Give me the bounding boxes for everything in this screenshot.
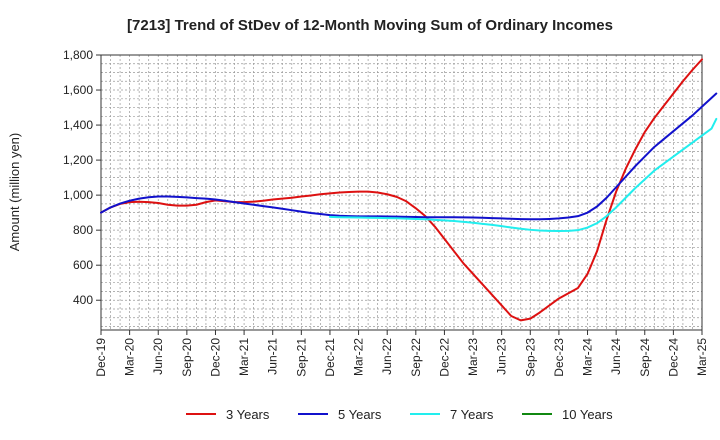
x-tick-label: Mar-20: [123, 338, 137, 376]
y-tick-label: 600: [73, 258, 93, 272]
x-tick-label: Mar-21: [237, 338, 251, 376]
x-tick-label: Dec-21: [323, 338, 337, 377]
legend-item-7-years: 7 Years: [410, 407, 494, 422]
x-tick-label: Jun-20: [151, 338, 165, 375]
x-tick-label: Sep-22: [409, 338, 423, 377]
grid-lines: [101, 54, 702, 330]
y-tick-label: 1,400: [63, 118, 93, 132]
legend-label: 10 Years: [562, 407, 613, 422]
x-tick-label: Sep-24: [638, 338, 652, 377]
x-tick-label: Jun-22: [380, 338, 394, 375]
legend-item-10-years: 10 Years: [522, 407, 613, 422]
y-tick-label: 400: [73, 293, 93, 307]
x-axis-ticks: Dec-19 Mar-20 Jun-20 Sep-20 Dec-20 Mar-21 Jun-…: [94, 330, 709, 377]
x-tick-label: Mar-22: [352, 338, 366, 376]
x-tick-label: Sep-23: [523, 338, 537, 377]
y-tick-label: 1,000: [63, 188, 93, 202]
x-tick-label: Dec-22: [437, 338, 451, 377]
plot-area-border: [100, 54, 703, 331]
y-tick-label: 1,200: [63, 153, 93, 167]
series-line-5-years: [100, 92, 718, 221]
x-tick-label: Jun-21: [266, 338, 280, 375]
series-line-7-years: [328, 117, 718, 233]
series-line-3-years: [100, 58, 703, 322]
x-tick-label: Dec-24: [666, 338, 680, 377]
x-tick-label: Mar-23: [466, 338, 480, 376]
legend-label: 7 Years: [450, 407, 494, 422]
y-axis-title: Amount (million yen): [7, 133, 22, 252]
x-tick-label: Jun-23: [495, 338, 509, 375]
legend-item-3-years: 3 Years: [186, 407, 270, 422]
y-tick-label: 1,600: [63, 83, 93, 97]
x-tick-label: Sep-21: [294, 338, 308, 377]
x-tick-label: Dec-23: [552, 338, 566, 377]
x-tick-label: Dec-20: [208, 338, 222, 377]
x-tick-label: Mar-25: [695, 338, 709, 376]
legend-label: 3 Years: [226, 407, 270, 422]
y-tick-label: 800: [73, 223, 93, 237]
x-tick-label: Mar-24: [581, 338, 595, 376]
series-lines: [100, 58, 718, 322]
x-tick-label: Jun-24: [609, 338, 623, 375]
chart-title: [7213] Trend of StDev of 12-Month Moving…: [127, 17, 613, 34]
x-tick-label: Sep-20: [180, 338, 194, 377]
legend-item-5-years: 5 Years: [298, 407, 382, 422]
legend-label: 5 Years: [338, 407, 382, 422]
plot-area-background: [101, 55, 702, 330]
legend: 3 Years 5 Years 7 Years 10 Years: [186, 407, 613, 422]
x-tick-label: Dec-19: [94, 338, 108, 377]
y-axis-ticks: 400 600 800 1,000 1,200 1,400 1,600 1,800: [63, 48, 101, 307]
y-tick-label: 1,800: [63, 48, 93, 62]
